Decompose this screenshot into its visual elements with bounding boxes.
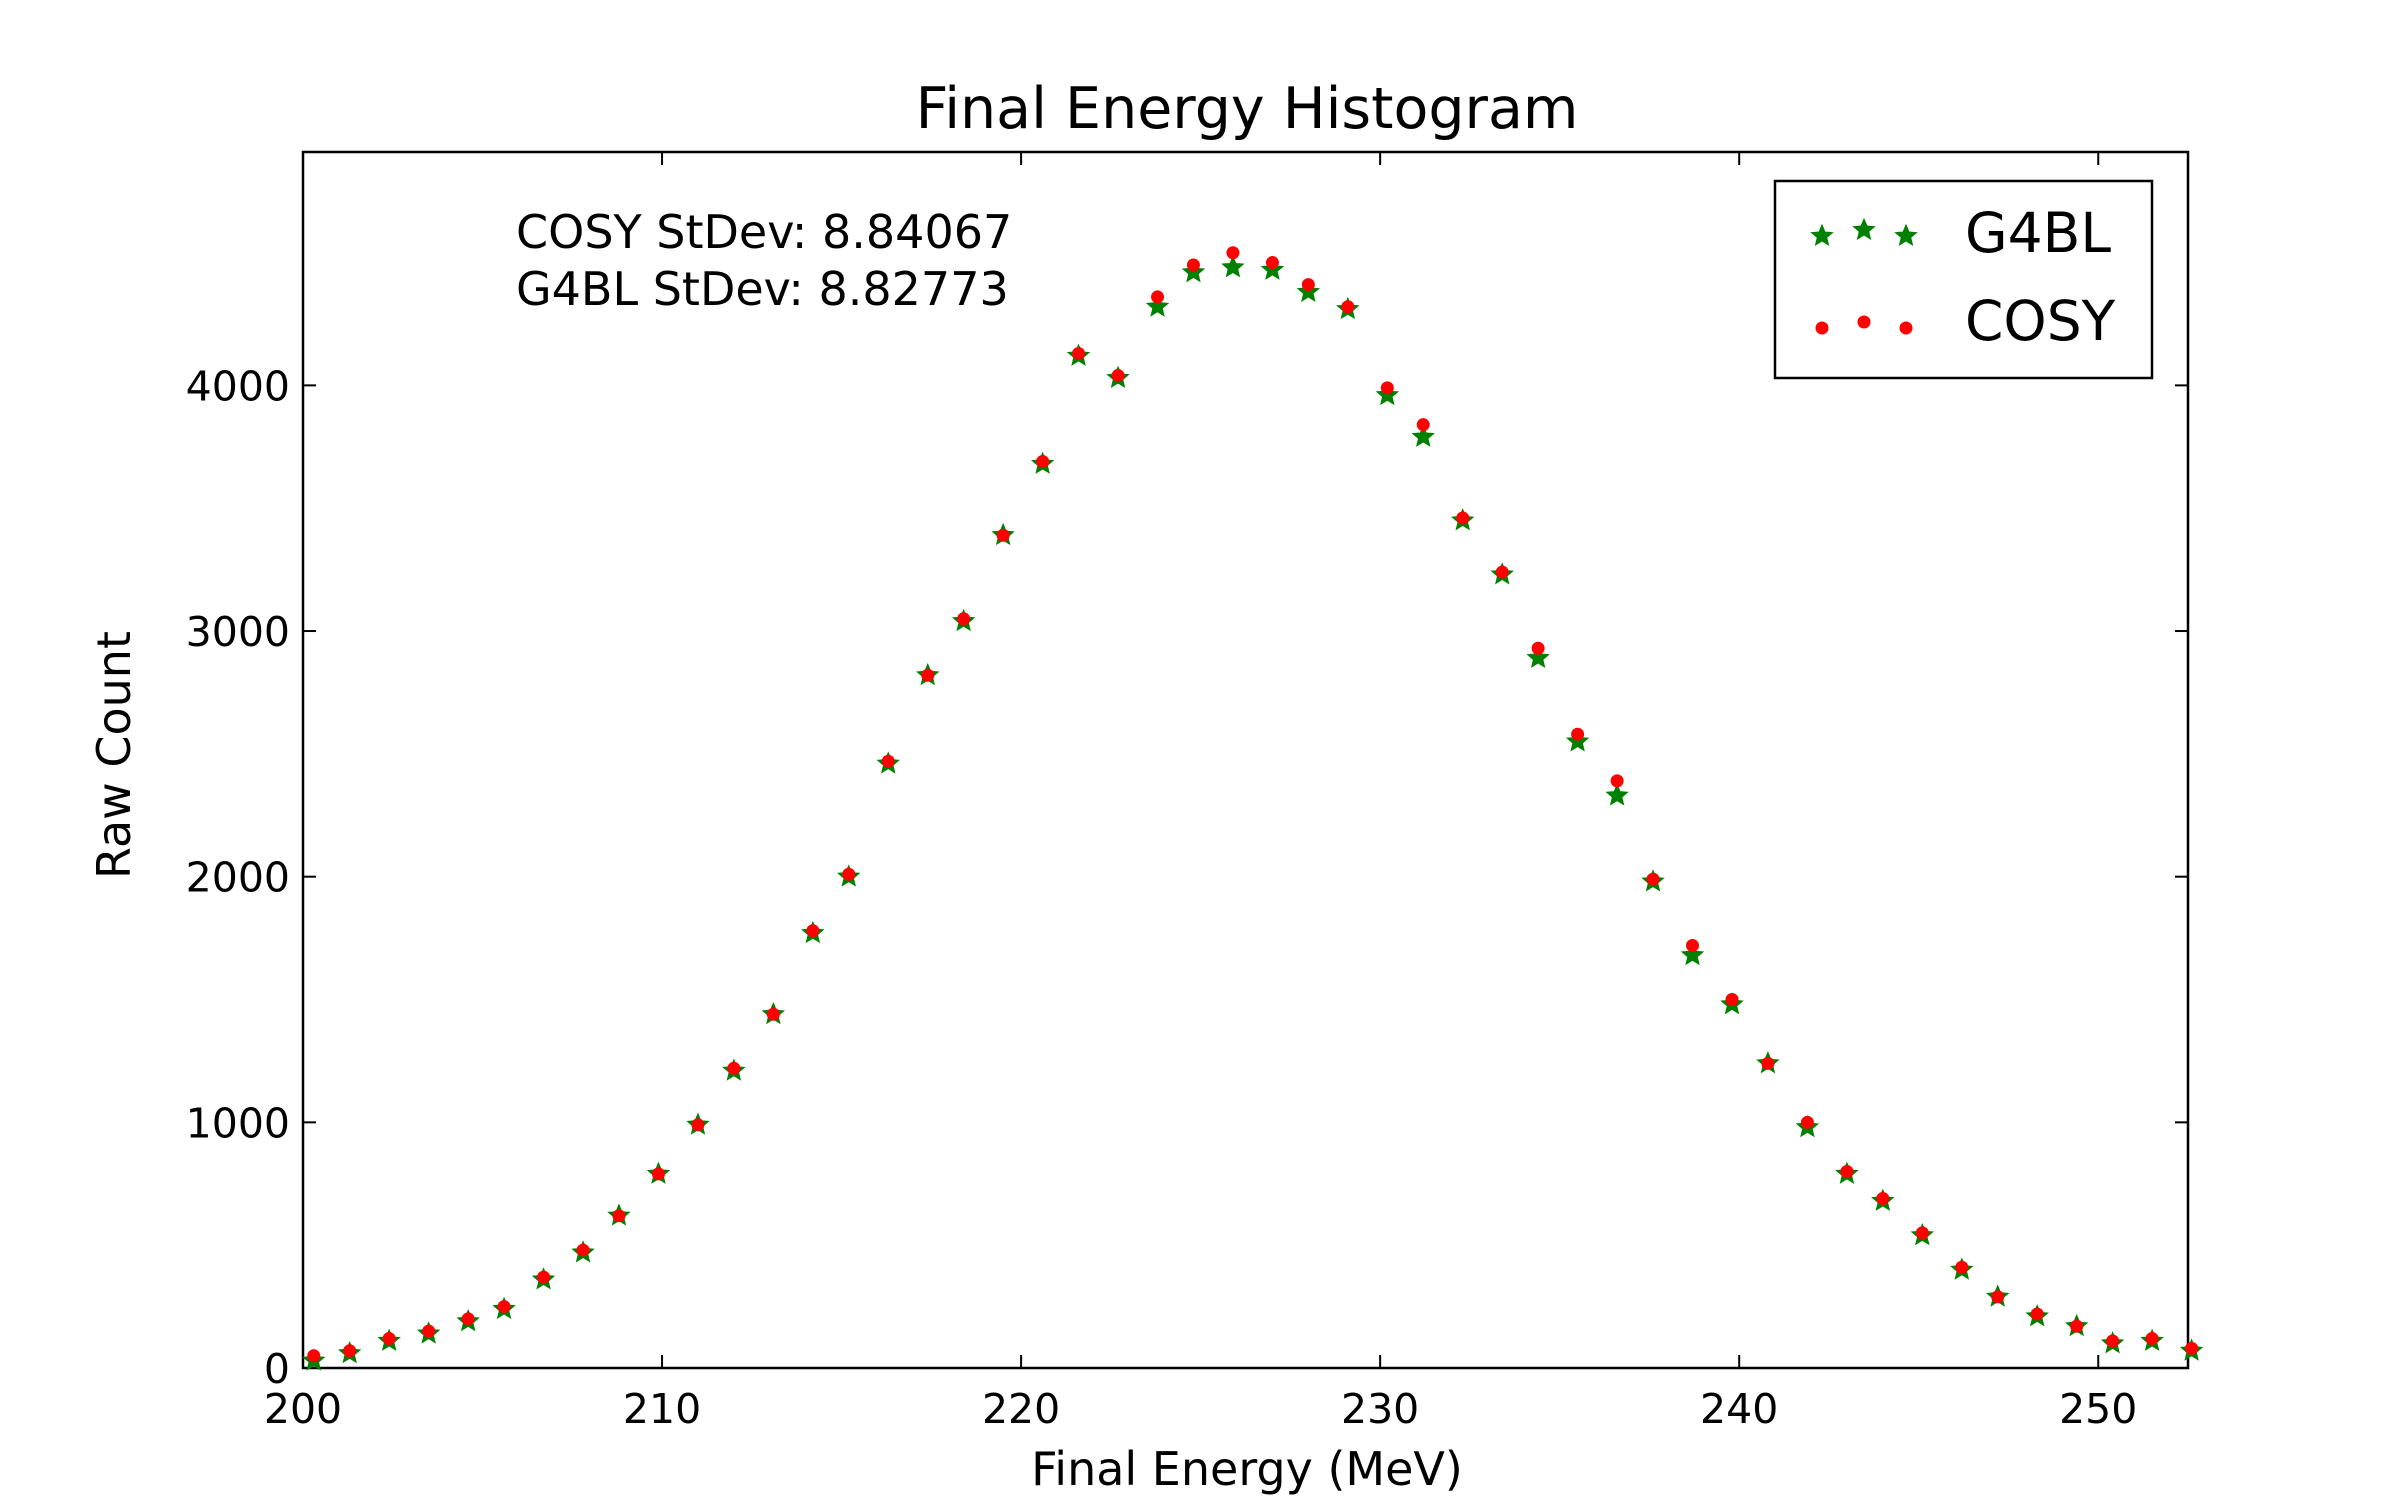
g4bl-point (1221, 255, 1245, 278)
cosy-point (842, 867, 856, 881)
cosy-point (2106, 1334, 2120, 1348)
cosy-point (1341, 300, 1355, 314)
cosy-point (691, 1118, 705, 1132)
legend-g4bl-marker-icon (1810, 217, 1918, 246)
cosy-point (1686, 938, 1700, 952)
y-tick-label: 2000 (186, 854, 290, 902)
cosy-point (766, 1007, 780, 1021)
cosy-point (1456, 511, 1470, 525)
g4bl-point (1526, 645, 1550, 669)
cosy-point (1416, 418, 1430, 432)
cosy-point (1761, 1056, 1775, 1070)
cosy-point (1151, 290, 1165, 304)
y-tick-label: 4000 (186, 362, 290, 410)
cosy-point (1915, 1226, 1929, 1240)
cosy-point (2185, 1341, 2199, 1355)
cosy-point (1265, 256, 1279, 270)
x-tick-label: 220 (982, 1385, 1060, 1433)
cosy-point (1840, 1164, 1854, 1178)
cosy-point (2145, 1332, 2159, 1346)
legend-label-cosy: COSY (1965, 289, 2116, 353)
cosy-point (881, 754, 895, 768)
legend-star-marker (1852, 217, 1876, 240)
plot-area (301, 150, 2190, 1370)
cosy-point (921, 668, 935, 682)
cosy-point (996, 528, 1010, 542)
legend-dot-marker (1899, 321, 1913, 335)
cosy-point (806, 924, 820, 938)
x-tick-label: 200 (264, 1385, 342, 1433)
cosy-point (2070, 1319, 2084, 1333)
cosy-point (1226, 246, 1240, 260)
chart-title: Final Energy Histogram (916, 76, 1579, 142)
legend-star-marker (1810, 223, 1834, 246)
cosy-point (343, 1344, 357, 1358)
data-points (302, 246, 2204, 1371)
cosy-point (1531, 641, 1545, 655)
cosy-point (1571, 727, 1585, 741)
cosy-point (1072, 346, 1086, 360)
g4bl-stdev-annotation: G4BL StDev: 8.82773 (516, 262, 1009, 316)
x-tick-label: 240 (1700, 1385, 1778, 1433)
x-tick-label: 210 (623, 1385, 701, 1433)
cosy-point (1725, 993, 1739, 1007)
cosy-point (727, 1061, 741, 1075)
cosy-point (1111, 369, 1125, 383)
cosy-point (1036, 455, 1050, 469)
cosy-point (1380, 381, 1394, 395)
legend: G4BL COSY (1773, 179, 2154, 380)
cosy-point (1495, 565, 1509, 579)
x-tick-label: 250 (2059, 1385, 2137, 1433)
cosy-point (1186, 258, 1200, 272)
cosy-point (461, 1312, 475, 1326)
legend-cosy-marker-icon (1815, 315, 1913, 335)
legend-box (1773, 179, 2154, 380)
g4bl-point (1145, 294, 1170, 317)
cosy-point (2030, 1307, 2044, 1321)
g4bl-point (1411, 424, 1435, 447)
legend-star-marker (1894, 223, 1918, 246)
cosy-point (1955, 1260, 1969, 1274)
y-tick-label: 0 (264, 1345, 290, 1393)
legend-label-g4bl: G4BL (1965, 201, 2111, 265)
x-tick-label: 230 (1341, 1385, 1419, 1433)
cosy-point (1876, 1191, 1890, 1205)
cosy-point (612, 1209, 626, 1223)
cosy-point (497, 1300, 511, 1314)
cosy-stdev-annotation: COSY StDev: 8.84067 (516, 205, 1012, 259)
y-axis-label: Raw Count (87, 631, 141, 879)
cosy-point (1991, 1290, 2005, 1304)
cosy-point (1646, 872, 1660, 886)
cosy-point (651, 1167, 665, 1181)
y-tick-label: 1000 (186, 1099, 290, 1147)
cosy-point (537, 1270, 551, 1284)
cosy-point (422, 1324, 436, 1338)
axes-frame (301, 150, 2190, 1370)
cosy-point (1800, 1115, 1814, 1129)
x-axis-label: Final Energy (MeV) (1031, 1442, 1463, 1496)
cosy-point (307, 1349, 321, 1363)
legend-dot-marker (1857, 315, 1871, 329)
g4bl-point (1605, 783, 1629, 806)
g4bl-point (1680, 942, 1705, 966)
cosy-point (1301, 278, 1315, 292)
y-tick-label: 3000 (186, 608, 290, 656)
cosy-point (957, 612, 971, 626)
cosy-point (382, 1332, 396, 1346)
axis-ticks: 200 210 220 230 240 250 0 1000 2000 3000 4000 (186, 152, 2188, 1433)
legend-dot-marker (1815, 321, 1829, 335)
cosy-point (1610, 774, 1624, 788)
cosy-point (576, 1243, 590, 1257)
